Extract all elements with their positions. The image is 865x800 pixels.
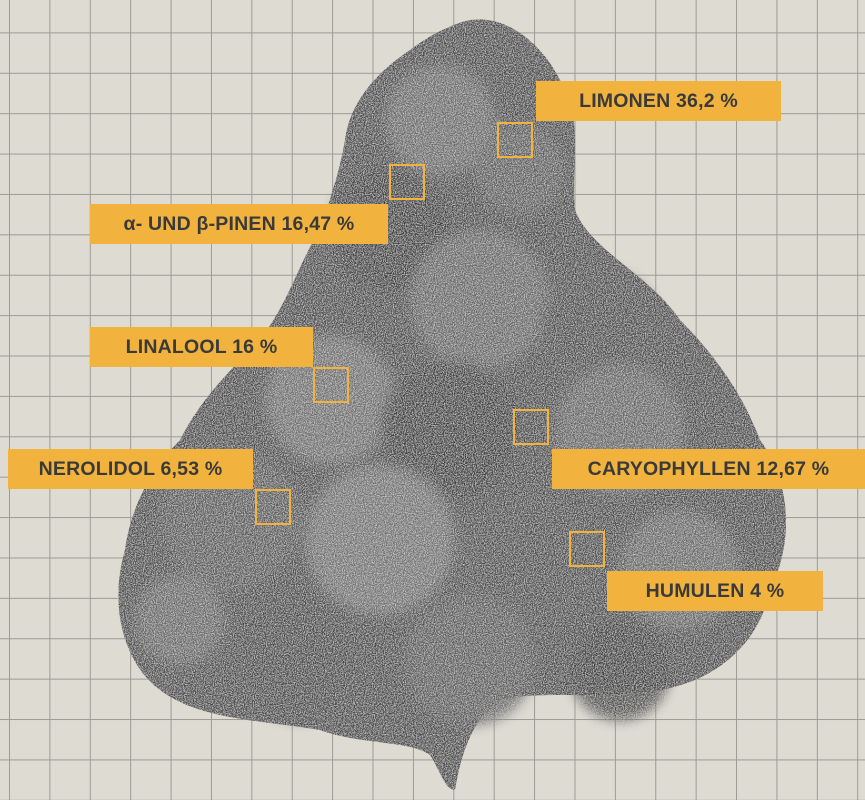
limonen-label: LIMONEN 36,2 %	[536, 81, 781, 121]
nerolidol-marker	[255, 489, 291, 525]
humulen-label: HUMULEN 4 %	[607, 571, 823, 611]
pinen-marker	[389, 164, 425, 200]
caryophyllen-label: CARYOPHYLLEN 12,67 %	[552, 449, 865, 489]
linalool-label: LINALOOL 16 %	[90, 327, 313, 367]
caryophyllen-marker	[513, 409, 549, 445]
nerolidol-label: NEROLIDOL 6,53 %	[8, 449, 253, 489]
humulen-marker	[569, 531, 605, 567]
linalool-marker	[313, 367, 349, 403]
limonen-marker	[497, 122, 533, 158]
pinen-label: α- UND β-PINEN 16,47 %	[90, 204, 388, 244]
